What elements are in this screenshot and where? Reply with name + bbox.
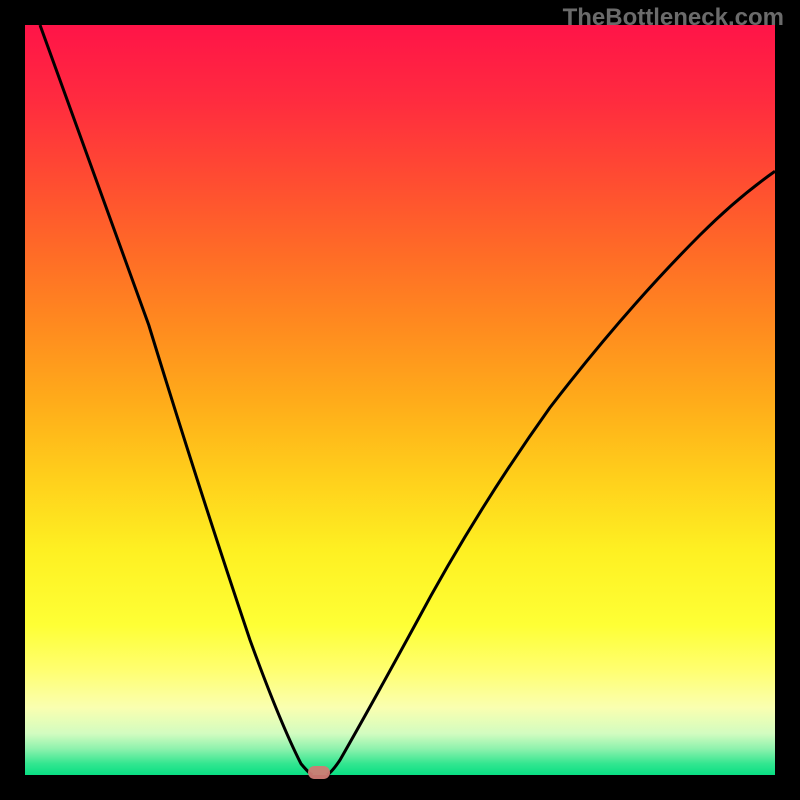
bottleneck-curve	[25, 25, 775, 775]
curve-right-path	[327, 171, 775, 775]
watermark-text: TheBottleneck.com	[563, 4, 784, 32]
plot-area	[25, 25, 775, 775]
chart-container: TheBottleneck.com	[0, 0, 800, 800]
vertex-marker	[308, 766, 330, 779]
curve-left-path	[40, 25, 312, 775]
